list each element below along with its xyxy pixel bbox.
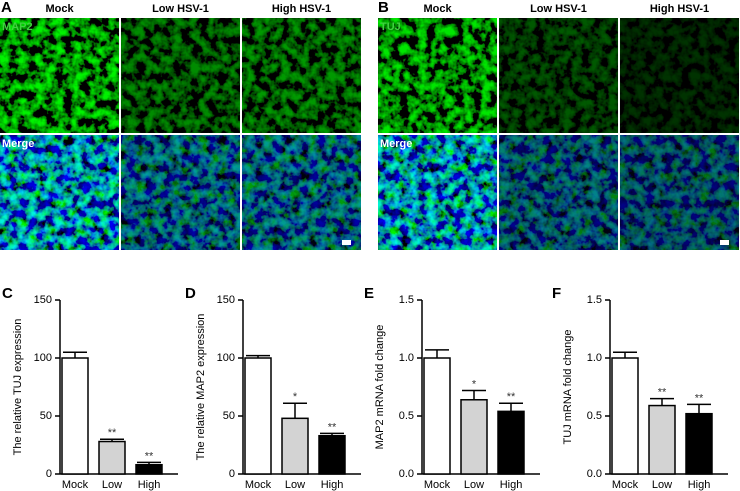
y-tick-label: 1.5 [587, 294, 602, 306]
micrograph [242, 135, 361, 250]
bar [281, 417, 309, 475]
bar [423, 357, 451, 475]
bar [318, 434, 346, 475]
panel-label: B [378, 0, 389, 16]
y-tick-label: 0.5 [399, 410, 414, 422]
y-tick-label: 0 [46, 468, 52, 480]
y-axis-label: The relative MAP2 expression [195, 314, 207, 461]
column-label: Mock [45, 3, 74, 15]
x-tick-label: Low [102, 479, 122, 491]
y-tick-label: 0 [229, 468, 235, 480]
x-tick-label: High [500, 479, 523, 491]
column-label: High HSV-1 [272, 3, 331, 15]
y-tick-label: 150 [217, 294, 235, 306]
micrograph [242, 18, 361, 133]
column-label: Low HSV-1 [530, 3, 587, 15]
y-tick-label: 1.5 [399, 294, 414, 306]
panel-label: C [2, 285, 13, 302]
column-label: Low HSV-1 [152, 3, 209, 15]
significance: ** [108, 427, 117, 439]
micrograph [121, 135, 240, 250]
micrograph [499, 135, 618, 250]
bar [135, 463, 163, 475]
y-tick-label: 1.0 [399, 352, 414, 364]
row-label: Merge [380, 138, 412, 150]
panel-label: E [364, 285, 374, 302]
y-tick-label: 50 [223, 410, 235, 422]
y-axis-label: MAP2 mRNA fold change [374, 325, 386, 450]
x-tick-label: Mock [424, 479, 451, 491]
y-tick-label: 1.0 [587, 352, 602, 364]
scale-bar [342, 240, 351, 245]
significance: ** [145, 450, 154, 462]
significance: ** [507, 391, 516, 403]
significance: ** [658, 387, 667, 399]
bar [244, 357, 272, 475]
y-tick-label: 0.0 [399, 468, 414, 480]
x-tick-label: High [688, 479, 711, 491]
significance: ** [695, 392, 704, 404]
scale-bar [720, 240, 729, 245]
row-label: MAP2 [2, 21, 33, 33]
panel-label: D [185, 285, 196, 302]
y-tick-label: 50 [40, 410, 52, 422]
micrograph [378, 18, 497, 133]
x-tick-label: Low [285, 479, 305, 491]
x-tick-label: High [321, 479, 344, 491]
panel-label: F [552, 285, 561, 302]
bar [497, 410, 525, 475]
micrograph [620, 135, 739, 250]
y-axis-label: The relative TUJ expression [12, 319, 24, 456]
bar [98, 440, 126, 475]
bar [460, 399, 488, 475]
micrograph [378, 135, 497, 250]
x-tick-label: Mock [62, 479, 89, 491]
y-axis-label: TUJ mRNA fold change [562, 330, 574, 445]
column-label: High HSV-1 [650, 3, 709, 15]
y-tick-label: 0.5 [587, 410, 602, 422]
y-tick-label: 150 [34, 294, 52, 306]
x-tick-label: Low [652, 479, 672, 491]
row-label: TUJ [380, 21, 401, 33]
micrograph [121, 18, 240, 133]
significance: * [472, 378, 477, 390]
micrograph [620, 18, 739, 133]
row-label: Merge [2, 138, 34, 150]
y-tick-label: 0.0 [587, 468, 602, 480]
micrograph [499, 18, 618, 133]
x-tick-label: High [138, 479, 161, 491]
micrograph [0, 18, 119, 133]
y-tick-label: 100 [34, 352, 52, 364]
x-tick-label: Low [464, 479, 484, 491]
significance: * [293, 391, 298, 403]
significance: ** [328, 421, 337, 433]
x-tick-label: Mock [612, 479, 639, 491]
column-label: Mock [423, 3, 452, 15]
panel-label: A [1, 0, 12, 16]
y-tick-label: 100 [217, 352, 235, 364]
bar [611, 357, 639, 475]
bar [685, 412, 713, 475]
x-tick-label: Mock [245, 479, 272, 491]
micrograph [0, 135, 119, 250]
bar [648, 404, 676, 475]
bar [61, 357, 89, 475]
